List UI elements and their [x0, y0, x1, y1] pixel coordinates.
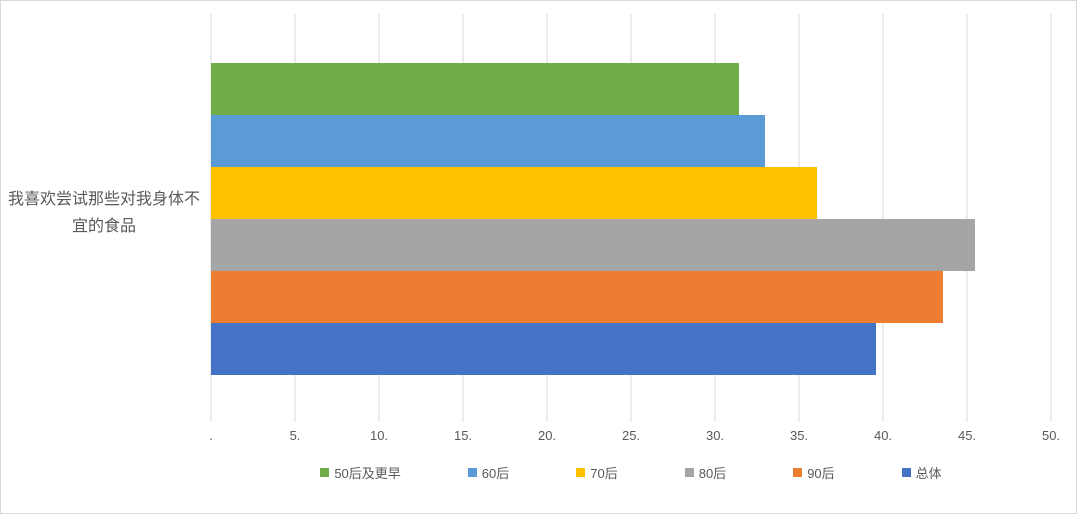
x-tick-label: 35.	[789, 428, 809, 443]
x-tick-label: 30.	[705, 428, 725, 443]
legend-item-2: 60后	[467, 463, 510, 482]
legend-label: 50后及更早	[334, 466, 401, 481]
x-tick-label: .	[209, 428, 213, 443]
legend-marker-icon	[793, 468, 803, 477]
legend-item-1: 50后及更早	[320, 463, 401, 482]
bar-row-2	[211, 115, 1051, 167]
bar-series-3	[211, 167, 818, 219]
legend-marker-icon	[901, 468, 911, 477]
legend-item-6: 总体	[901, 463, 942, 482]
bar-row-1	[211, 63, 1051, 115]
x-tick-label: 40.	[873, 428, 893, 443]
x-tick-label: 20.	[537, 428, 557, 443]
legend-label: 60后	[481, 466, 510, 481]
gridline	[966, 14, 968, 422]
legend-marker-icon	[684, 468, 694, 477]
legend-marker-icon	[320, 468, 330, 477]
x-tick-label: 45.	[957, 428, 977, 443]
legend-item-5: 90后	[793, 463, 835, 482]
legend-label: 90后	[807, 466, 835, 481]
legend-item-3: 70后	[576, 463, 618, 482]
x-tick-label: 15.	[453, 428, 473, 443]
bar-series-4	[211, 219, 976, 271]
legend: 50后及更早 60后 70后 80后 90后 总体	[211, 463, 1051, 482]
bar-series-2	[211, 115, 766, 167]
gridline	[1050, 14, 1052, 422]
x-tick-label: 50.	[1041, 428, 1061, 443]
bar-row-4	[211, 219, 1051, 271]
x-tick-label: 10.	[369, 428, 389, 443]
bar-series-6	[211, 323, 877, 375]
legend-label: 80后	[698, 466, 727, 481]
legend-label: 70后	[590, 466, 618, 481]
bar-series-5	[211, 271, 944, 323]
gridline	[882, 14, 884, 422]
category-axis-label: 我喜欢尝试那些对我身体不宜的食品	[7, 191, 200, 235]
bar-row-6	[211, 323, 1051, 375]
legend-marker-icon	[467, 468, 477, 477]
bar-series-1	[211, 63, 739, 115]
x-tick-label: 25.	[621, 428, 641, 443]
bars-area	[211, 63, 1051, 375]
x-axis: . 5. 10. 15. 20. 25. 30. 35. 40. 45. 50.	[209, 428, 1060, 444]
legend-item-4: 80后	[684, 463, 727, 482]
x-tick-label: 5.	[289, 428, 301, 443]
legend-marker-icon	[576, 468, 586, 477]
bar-row-3	[211, 167, 1051, 219]
legend-label: 总体	[915, 466, 942, 481]
bar-row-5	[211, 271, 1051, 323]
